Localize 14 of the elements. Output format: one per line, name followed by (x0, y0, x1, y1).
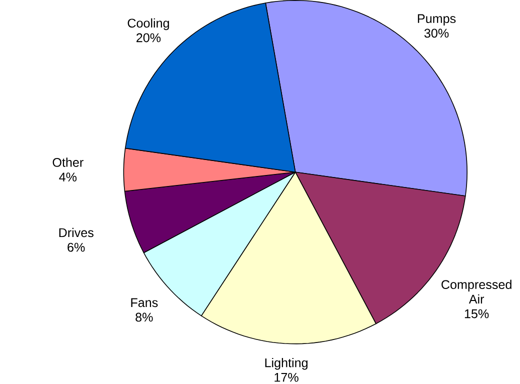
data-label: 17% (274, 373, 298, 382)
data-label: 20% (136, 33, 161, 42)
slice-label: Pumps (418, 14, 456, 26)
data-label: 15% (464, 309, 489, 318)
slice-label: Cooling (128, 18, 169, 30)
data-label: 8% (136, 312, 153, 322)
data-label: 4% (59, 172, 77, 182)
slice-label: Drives (59, 228, 94, 238)
slice-label: Compressed Air (442, 280, 512, 304)
slice-label: Other (52, 158, 84, 168)
data-label: 6% (68, 242, 85, 252)
slice-label: Fans (131, 298, 158, 308)
data-label: 30% (424, 28, 449, 38)
slice-label: Lighting (265, 358, 308, 370)
